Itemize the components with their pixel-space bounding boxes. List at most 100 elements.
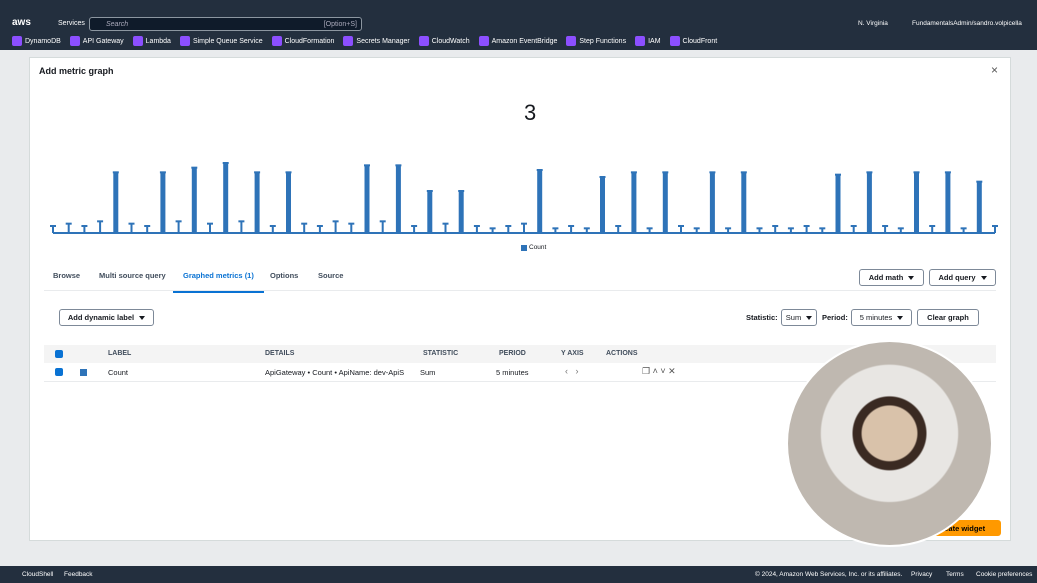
metric-bar (491, 228, 494, 233)
metric-point (536, 169, 543, 171)
row-actions[interactable]: ❐ ˄ ˅ ✕ (642, 366, 676, 376)
statistic-label: Statistic: (746, 313, 778, 322)
metric-point (269, 225, 276, 227)
search-box[interactable]: Search [Option+S] (89, 17, 362, 31)
metric-bar (177, 221, 180, 233)
search-shortcut: [Option+S] (323, 21, 357, 28)
metric-point (725, 227, 732, 230)
column-header: ACTIONS (606, 350, 638, 357)
service-icon (566, 36, 577, 46)
legend-label: Count (529, 244, 547, 251)
favorite-label: CloudWatch (431, 37, 470, 45)
tab[interactable]: Source (318, 271, 344, 280)
services-menu[interactable]: Services (58, 20, 85, 27)
favorite[interactable]: CloudFront (669, 36, 718, 46)
favorite[interactable]: Secrets Manager (343, 36, 410, 46)
footer-link[interactable]: Feedback (64, 571, 93, 578)
row-color[interactable] (80, 369, 87, 376)
favorite-label: CloudFormation (284, 37, 335, 45)
metric-bar (554, 228, 557, 233)
metric-point (583, 227, 590, 230)
metric-point (175, 220, 182, 223)
footer-link[interactable]: Privacy (911, 571, 933, 578)
add-dynamic-label-button[interactable]: Add dynamic label (59, 309, 154, 326)
table-cell: ApiGateway • Count • ApiName: dev-ApiS (265, 368, 405, 377)
metric-bar (789, 228, 792, 233)
add-math-button[interactable]: Add math (859, 269, 924, 286)
button-label: Create widget (935, 523, 986, 533)
metric-bar (83, 226, 86, 233)
metric-bar (350, 223, 353, 233)
select-value: Sum (785, 313, 802, 322)
metric-bar (67, 223, 70, 233)
legend: Count (521, 244, 546, 251)
period-label: Period: (822, 313, 848, 322)
statistic-select[interactable]: Sum (781, 309, 817, 326)
metric-bar (286, 172, 291, 233)
metric-point (207, 222, 213, 225)
add-query-button[interactable]: Add query (929, 269, 996, 286)
tab[interactable]: Options (270, 271, 299, 280)
y-axis-toggle[interactable]: ‹ › (565, 366, 579, 376)
metric-point (976, 180, 983, 183)
metric-point (254, 171, 261, 174)
footer-link[interactable]: CloudShell (22, 571, 54, 578)
favorite[interactable]: Amazon EventBridge (478, 36, 557, 46)
favorite[interactable]: IAM (635, 36, 661, 46)
metric-point (897, 227, 904, 230)
row-checkbox[interactable] (55, 368, 63, 376)
metric-point (772, 225, 779, 227)
metric-point (379, 220, 386, 223)
favorite[interactable]: Simple Queue Service (179, 36, 263, 46)
footer-link[interactable]: Terms (946, 571, 964, 578)
close-button[interactable]: × (991, 63, 999, 77)
metric-bar (899, 228, 902, 233)
metric-bar (617, 226, 620, 233)
metric-bar (585, 228, 588, 233)
top-nav: aws Services Search [Option+S] N. Virgin… (0, 0, 1037, 50)
favorite-label: CloudFront (682, 37, 718, 45)
tab[interactable]: Multi source query (99, 271, 166, 280)
region[interactable]: N. Virginia (858, 20, 888, 27)
metric-bar (600, 177, 605, 233)
favorite-label: API Gateway (82, 37, 124, 45)
button-label: Add dynamic label (67, 313, 135, 322)
account[interactable]: FundamentalsAdmin/sandro.volpicella (912, 20, 1022, 27)
metric-bar (334, 221, 337, 233)
favorite[interactable]: DynamoDB (12, 36, 61, 46)
metric-point (787, 227, 794, 230)
metric-bar (914, 172, 919, 233)
period-select[interactable]: 5 minutes (851, 309, 912, 326)
select-all-checkbox[interactable] (55, 350, 63, 358)
metric-point (395, 164, 402, 167)
tab[interactable]: Graphed metrics (1) (173, 271, 264, 293)
metric-point (473, 225, 480, 227)
footer-link[interactable]: Cookie preferences (976, 571, 1033, 578)
favorite-label: Simple Queue Service (192, 37, 263, 45)
favorite[interactable]: Step Functions (566, 36, 626, 46)
metric-bar (709, 172, 715, 233)
favorite[interactable]: CloudWatch (418, 36, 470, 46)
metric-point (348, 222, 355, 225)
tab[interactable]: Browse (53, 271, 81, 280)
clear-graph-button[interactable]: Clear graph (917, 309, 979, 326)
favorite[interactable]: CloudFormation (271, 36, 335, 46)
service-icon (12, 36, 22, 46)
table-cell: Sum (420, 368, 436, 377)
metric-point (882, 225, 889, 227)
metric-point (756, 227, 763, 230)
metric-bar (537, 170, 543, 233)
metric-point (191, 166, 198, 169)
button-label: Add query (938, 273, 976, 282)
modal-title: Add metric graph (39, 66, 114, 76)
select-value: 5 minutes (859, 313, 893, 322)
favorite[interactable]: API Gateway (69, 36, 124, 46)
aws-logo[interactable]: aws (12, 17, 31, 28)
metric-bar (427, 191, 433, 233)
metric-point (630, 171, 637, 174)
metric-bar (99, 221, 102, 233)
metric-point (332, 220, 339, 223)
favorite[interactable]: Lambda (132, 36, 171, 46)
metric-bar (835, 174, 841, 233)
